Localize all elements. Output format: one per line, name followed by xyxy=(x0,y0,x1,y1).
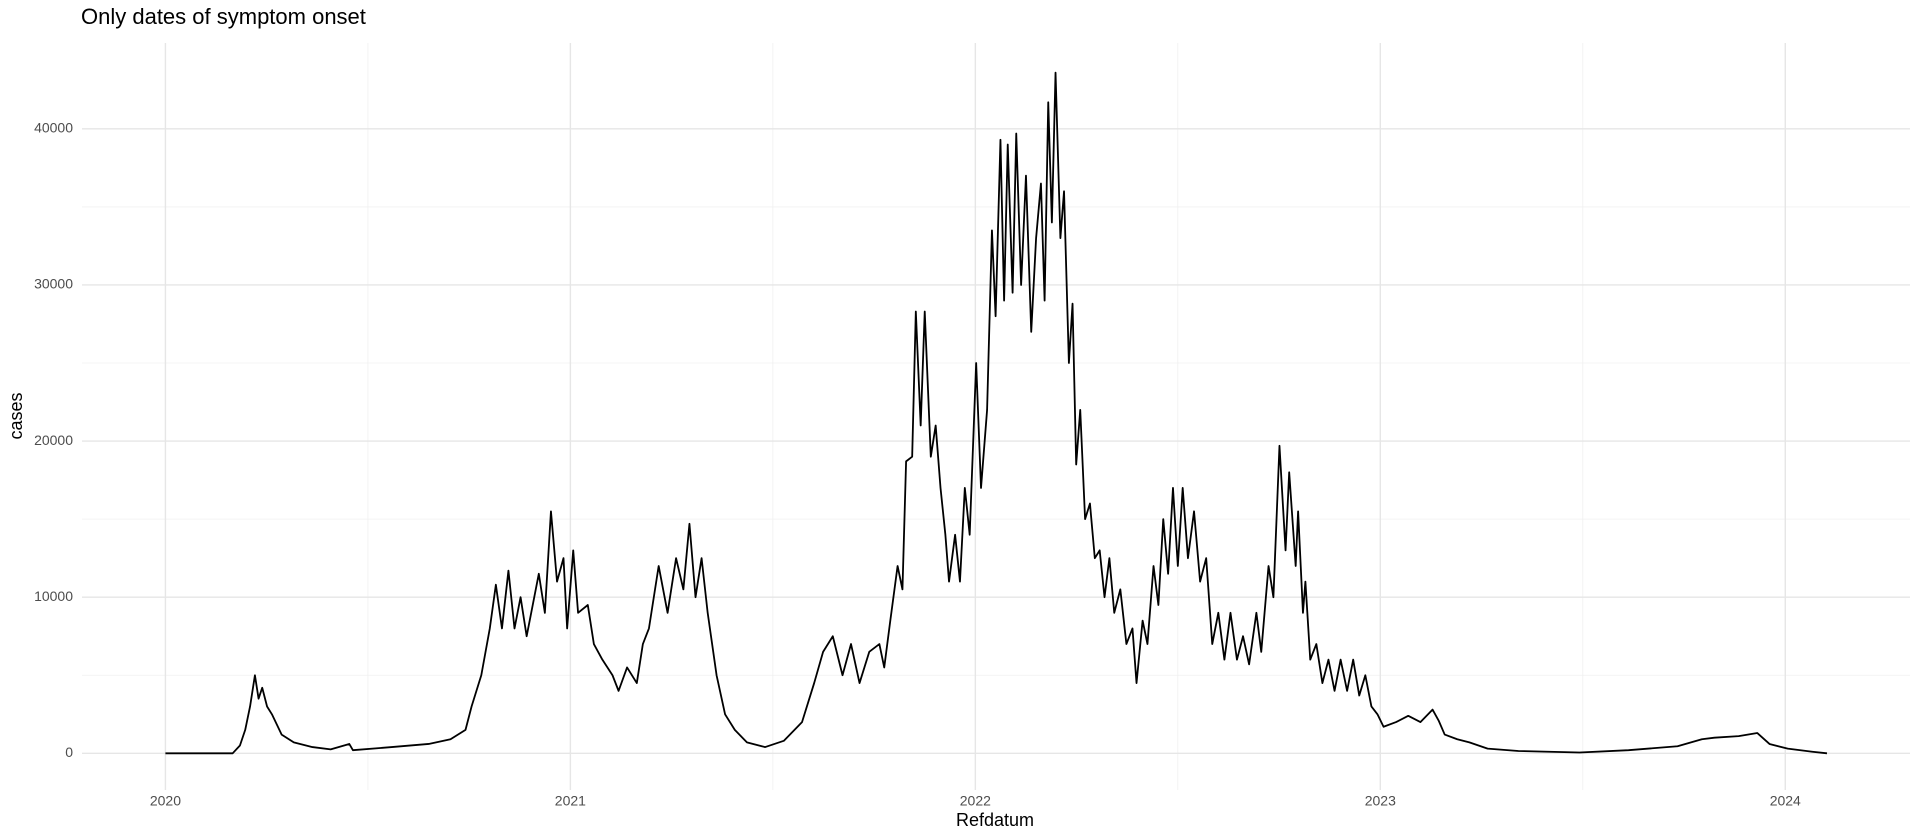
x-tick-label: 2021 xyxy=(555,793,586,809)
x-tick-label: 2022 xyxy=(960,793,991,809)
y-tick-label: 20000 xyxy=(34,432,73,448)
x-tick-label: 2020 xyxy=(150,793,181,809)
y-tick-label: 0 xyxy=(65,744,73,760)
x-axis-title: Refdatum xyxy=(956,810,1034,830)
y-tick-label: 30000 xyxy=(34,276,73,292)
x-tick-label: 2023 xyxy=(1365,793,1396,809)
plot-area xyxy=(165,71,1828,755)
line-series xyxy=(165,71,1828,755)
y-axis-title: cases xyxy=(6,392,26,439)
y-tick-label: 10000 xyxy=(34,588,73,604)
x-tick-label: 2024 xyxy=(1770,793,1801,809)
grid: 0 10000 20000 30000 40000 2020 2021 2022 2023 202… xyxy=(34,43,1910,809)
y-tick-label: 40000 xyxy=(34,120,73,136)
chart-title: Only dates of symptom onset xyxy=(81,4,366,29)
